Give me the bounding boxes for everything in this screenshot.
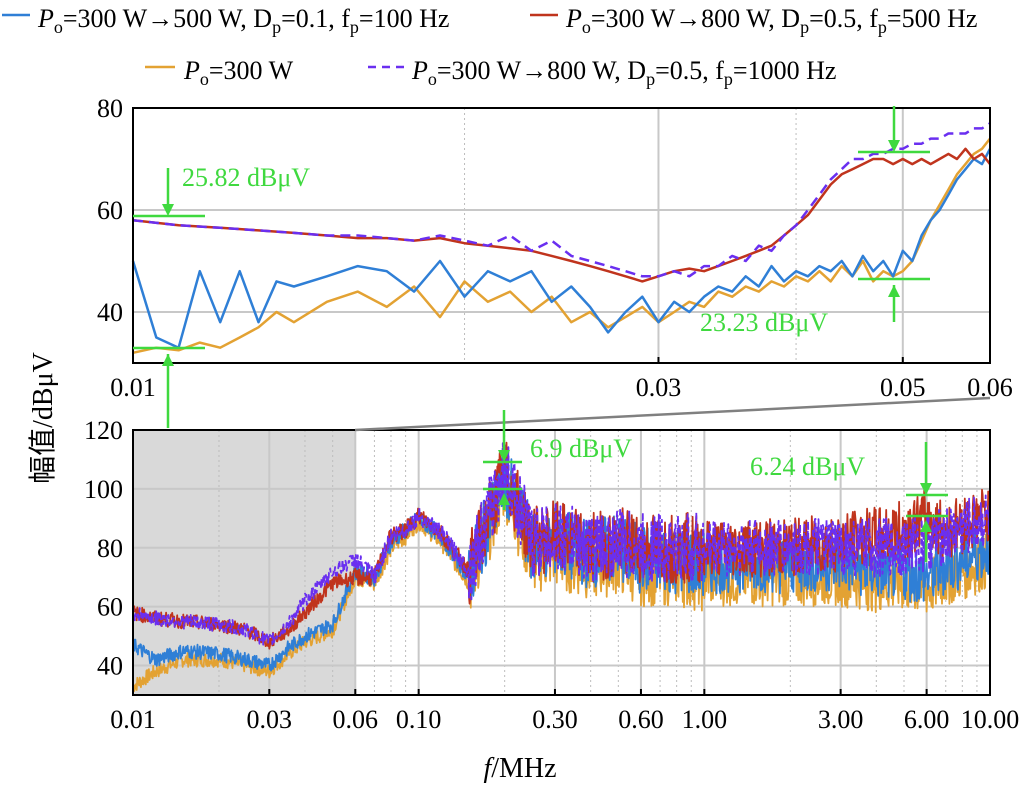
zoom-plot: 0.01 0.03 0.05 0.06 40 60 80 [97, 94, 1013, 402]
legend: Po=300 W→500 W, Dp=0.1, fp=100 Hz Po=300… [2, 4, 977, 89]
series-line-s4 [132, 122, 991, 278]
annotation-23-23 [858, 106, 930, 322]
x-tick-label: 0.60 [618, 705, 664, 734]
y-tick-label: 60 [97, 196, 123, 225]
y-tick-label: 60 [97, 593, 123, 622]
x-tick-label: 0.30 [532, 705, 578, 734]
x-tick-label: 10.00 [961, 705, 1020, 734]
annotation-6-9 [483, 410, 522, 510]
series-line-s4 [132, 439, 991, 646]
x-tick-label: 0.06 [967, 373, 1013, 402]
legend-item-s4: Po=300 W→800 W, Dp=0.5, fp=1000 Hz [368, 56, 836, 89]
annotation-25-82 [133, 168, 205, 428]
annotation-label-6-24: 6.24 dBμV [750, 452, 865, 481]
y-tick-label: 40 [97, 652, 123, 681]
x-axis-label: f/MHz [483, 753, 556, 784]
x-tick-label: 0.05 [880, 373, 926, 402]
legend-item-s2: Po=300 W→800 W, Dp=0.5, fp=500 Hz [530, 4, 977, 37]
x-tick-label: 0.01 [110, 705, 156, 734]
legend-item-s1: Po=300 W→500 W, Dp=0.1, fp=100 Hz [2, 4, 449, 37]
y-tick-label: 40 [97, 298, 123, 327]
full-plot: 0.01 0.03 0.06 0.10 0.30 0.60 1.00 3.00 6.00 10.0… [84, 416, 1019, 734]
legend-item-s3: Po=300 W [145, 56, 294, 89]
legend-label-s4: Po=300 W→800 W, Dp=0.5, fp=1000 Hz [411, 56, 836, 89]
x-tick-label: 6.00 [904, 705, 950, 734]
x-tick-label: 0.03 [247, 705, 293, 734]
x-tick-label: 0.03 [636, 373, 682, 402]
annotation-6-24 [906, 442, 948, 562]
annotation-label-23-23: 23.23 dBμV [700, 308, 828, 337]
y-tick-label: 80 [97, 534, 123, 563]
y-tick-label: 100 [84, 475, 123, 504]
y-axis-label: 幅值/dBμV [27, 352, 59, 484]
series-line-s1 [131, 148, 992, 349]
annotation-label-25-82: 25.82 dBμV [182, 163, 310, 192]
zoom-connector [354, 396, 991, 432]
y-tick-label: 120 [84, 416, 123, 445]
legend-label-s1: Po=300 W→500 W, Dp=0.1, fp=100 Hz [37, 4, 449, 37]
y-tick-label: 80 [97, 94, 123, 123]
x-tick-label: 1.00 [682, 705, 728, 734]
legend-label-s2: Po=300 W→800 W, Dp=0.5, fp=500 Hz [565, 4, 977, 37]
legend-label-s3: Po=300 W [183, 56, 294, 89]
annotation-label-6-9: 6.9 dBμV [530, 434, 632, 463]
x-tick-label: 0.01 [110, 373, 156, 402]
x-tick-label: 3.00 [818, 705, 864, 734]
x-tick-label: 0.06 [333, 705, 379, 734]
annotations [133, 106, 948, 562]
x-tick-label: 0.10 [396, 705, 442, 734]
